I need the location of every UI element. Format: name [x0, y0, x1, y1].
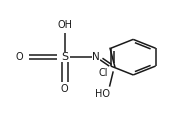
Text: HO: HO — [95, 89, 110, 99]
Text: O: O — [61, 84, 69, 94]
Text: Cl: Cl — [99, 68, 108, 78]
Text: S: S — [61, 52, 68, 62]
Text: O: O — [16, 52, 23, 62]
Text: N: N — [92, 52, 100, 62]
Text: OH: OH — [57, 20, 72, 30]
